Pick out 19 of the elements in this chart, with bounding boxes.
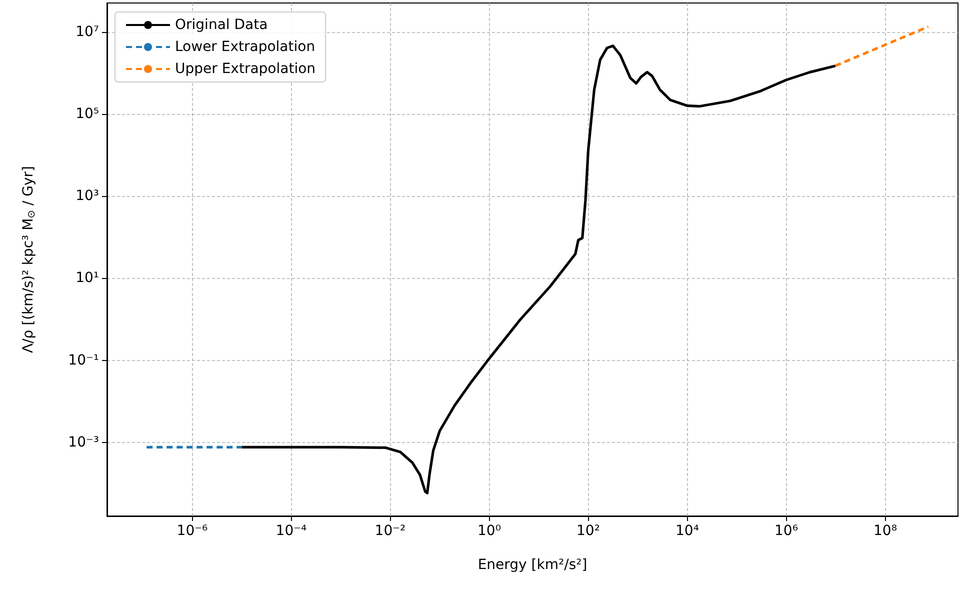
legend-label: Original Data [175, 17, 268, 33]
y-tick-label: 10⁻¹ [68, 352, 99, 368]
x-tick-label: 10⁴ [676, 523, 700, 539]
y-axis-title: Λ/ρ [(km/s)² kpc³ M⊙ / Gyr] [20, 166, 38, 354]
legend-label: Upper Extrapolation [175, 61, 316, 77]
x-tick-label: 10⁸ [874, 523, 898, 539]
y-tick-label: 10¹ [76, 270, 99, 286]
y-tick-label: 10⁷ [76, 24, 99, 40]
legend-label: Lower Extrapolation [175, 39, 316, 55]
x-tick-label: 10⁻⁶ [176, 523, 208, 539]
x-axis-title: Energy [km²/s²] [478, 557, 588, 573]
y-tick-label: 10⁵ [76, 106, 99, 122]
x-tick-label: 10⁶ [774, 523, 798, 539]
x-tick-label: 10⁻² [374, 523, 406, 539]
y-tick-label: 10⁻³ [68, 434, 99, 450]
y-tick-label: 10³ [76, 188, 99, 204]
x-tick-label: 10⁻⁴ [276, 523, 307, 539]
x-tick-label: 10² [576, 523, 600, 539]
x-tick-label: 10⁰ [478, 523, 502, 539]
